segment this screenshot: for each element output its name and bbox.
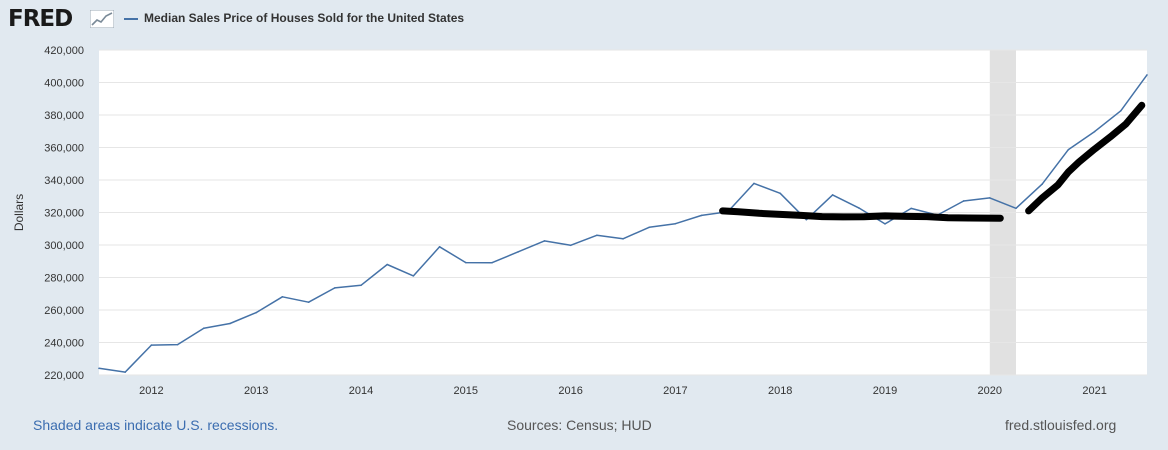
data-point: [989, 197, 991, 199]
data-point: [674, 222, 677, 225]
data-point: [412, 275, 415, 277]
data-point: [1041, 183, 1043, 185]
data-point: [150, 344, 153, 346]
data-point: [858, 207, 860, 209]
data-point: [622, 238, 624, 240]
data-point: [517, 251, 519, 253]
y-tick-label: 300,000: [44, 240, 84, 252]
data-point: [98, 367, 100, 370]
data-point: [962, 200, 965, 202]
y-tick-label: 240,000: [44, 338, 84, 350]
y-tick-label: 420,000: [44, 45, 84, 57]
data-point: [648, 226, 650, 229]
data-point: [1067, 148, 1070, 151]
data-point: [465, 261, 467, 264]
data-point: [1146, 74, 1148, 76]
data-point: [281, 296, 284, 298]
fred-logo[interactable]: FRED: [8, 6, 73, 32]
data-point: [884, 223, 886, 225]
site-url-link[interactable]: fred.stlouisfed.org: [1005, 417, 1117, 433]
data-point: [779, 192, 781, 195]
data-point: [491, 261, 493, 264]
x-tick-label: 2015: [454, 385, 478, 397]
data-point: [1120, 109, 1122, 112]
y-tick-label: 360,000: [44, 143, 84, 155]
data-point: [596, 234, 598, 237]
y-tick-label: 340,000: [44, 175, 84, 187]
data-point: [1015, 207, 1017, 210]
data-point: [386, 263, 389, 266]
data-point: [1093, 130, 1096, 133]
x-tick-label: 2016: [558, 385, 582, 397]
recession-note-link[interactable]: Shaded areas indicate U.S. recessions.: [33, 417, 279, 433]
data-point: [569, 244, 572, 247]
data-point: [910, 207, 912, 210]
data-point: [203, 327, 205, 330]
sources-text: Sources: Census; HUD: [507, 417, 652, 433]
legend-label[interactable]: Median Sales Price of Houses Sold for th…: [144, 11, 465, 25]
y-tick-label: 380,000: [44, 110, 84, 122]
data-point: [334, 287, 336, 289]
x-tick-label: 2014: [349, 385, 373, 397]
x-tick-label: 2012: [139, 385, 163, 397]
x-tick-label: 2021: [1082, 385, 1106, 397]
data-point: [543, 240, 546, 242]
y-tick-label: 400,000: [44, 78, 84, 90]
hand-drawn-flat-trend: [719, 207, 1004, 222]
data-point: [831, 194, 834, 196]
y-tick-label: 280,000: [44, 273, 84, 285]
y-tick-label: 260,000: [44, 305, 84, 317]
x-tick-label: 2020: [978, 385, 1002, 397]
x-tick-label: 2017: [663, 385, 687, 397]
data-point: [176, 343, 179, 346]
data-point: [700, 214, 703, 217]
x-tick-label: 2013: [244, 385, 268, 397]
y-tick-label: 220,000: [44, 370, 84, 382]
x-tick-label: 2018: [768, 385, 792, 397]
x-tick-label: 2019: [873, 385, 897, 397]
hand-drawn-rising-trend: [1025, 101, 1146, 215]
data-point: [229, 322, 231, 325]
data-point: [307, 301, 310, 304]
y-axis-label: Dollars: [12, 194, 26, 231]
data-point: [438, 245, 441, 248]
data-point: [124, 371, 126, 373]
data-point: [360, 284, 362, 287]
legend-swatch: [124, 18, 138, 20]
trend-graph-icon: [90, 10, 114, 28]
y-tick-label: 320,000: [44, 208, 84, 220]
data-point: [805, 218, 808, 221]
data-point: [255, 311, 257, 314]
data-point: [753, 182, 755, 185]
